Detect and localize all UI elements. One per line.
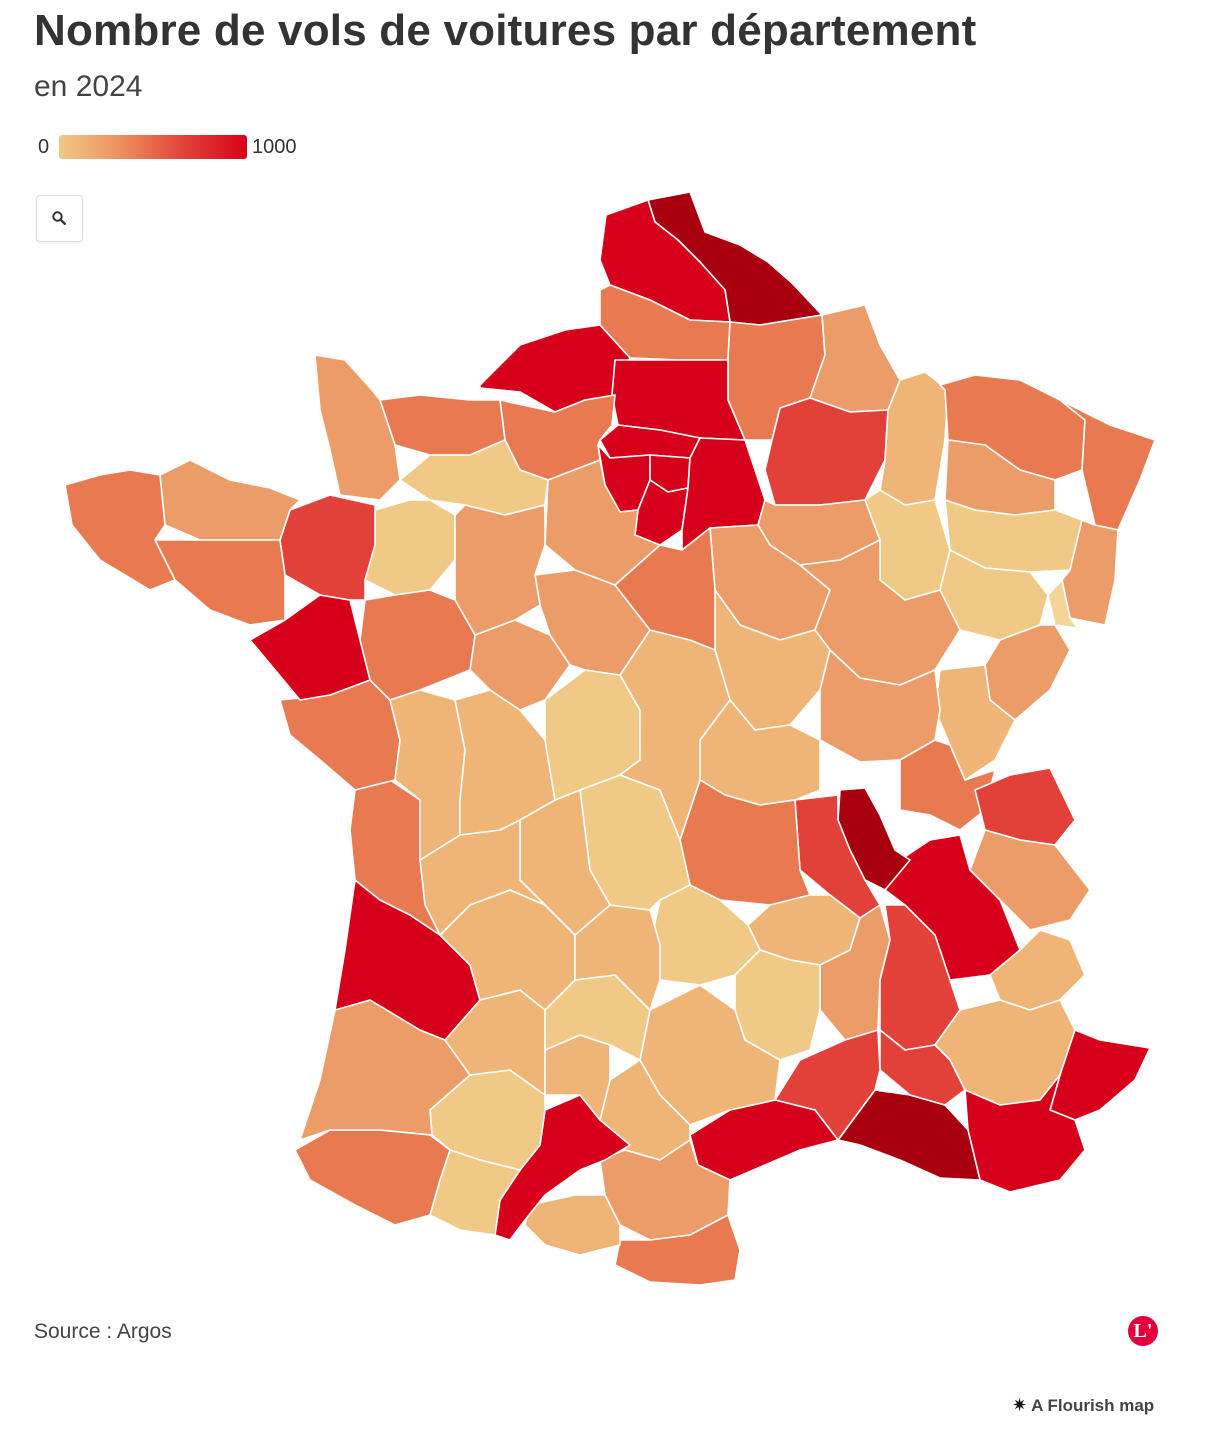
legend-gradient-bar	[59, 135, 247, 159]
department-moselle[interactable]	[939, 374, 1086, 481]
department-loire-atlantique[interactable]	[249, 594, 371, 701]
department-loire[interactable]	[794, 794, 881, 919]
department-manche[interactable]	[314, 354, 401, 501]
department-pas-de-calais[interactable]	[599, 199, 731, 323]
department-loiret[interactable]	[614, 527, 716, 651]
department-ariege[interactable]	[524, 1194, 621, 1256]
flourish-credit-label: A Flourish map	[1031, 1396, 1155, 1415]
department-indre-et-loire[interactable]	[469, 619, 571, 711]
department-territoire-de-belfort[interactable]	[1047, 579, 1079, 629]
flourish-credit-link[interactable]: ✷ A Flourish map	[1012, 1395, 1154, 1416]
department-pyrenees-orientales[interactable]	[614, 1214, 741, 1286]
department-maine-et-loire[interactable]	[359, 589, 476, 701]
department-haut-rhin[interactable]	[1061, 519, 1119, 626]
department-calvados[interactable]	[379, 394, 506, 456]
source-note: Source : Argos	[34, 1320, 172, 1343]
legend-min-label: 0	[38, 136, 50, 158]
search-icon	[52, 211, 66, 225]
department-marne[interactable]	[764, 397, 889, 506]
department-finistere[interactable]	[64, 469, 176, 591]
department-sarthe[interactable]	[454, 504, 546, 636]
department-jura[interactable]	[934, 664, 1016, 781]
department-cotes-darmor[interactable]	[159, 459, 301, 541]
department-vaucluse[interactable]	[879, 1029, 966, 1106]
department-mayenne[interactable]	[364, 499, 456, 596]
legend-max-label: 1000	[252, 136, 297, 158]
department-ardennes[interactable]	[809, 304, 901, 413]
department-ille-et-vilaine[interactable]	[279, 494, 376, 601]
map-subtitle: en 2024	[34, 70, 143, 103]
map-title: Nombre de vols de voitures par départeme…	[34, 6, 977, 55]
department-saone-et-loire[interactable]	[819, 649, 941, 763]
department-orne[interactable]	[399, 439, 549, 516]
france-choropleth-map[interactable]	[0, 180, 1224, 1300]
department-eure-et-loir[interactable]	[544, 459, 661, 586]
publisher-logo: L'	[1128, 1316, 1158, 1346]
department-pyrenees-atlantiques[interactable]	[294, 1129, 451, 1226]
department-meuse[interactable]	[879, 371, 949, 506]
department-morbihan[interactable]	[154, 539, 286, 626]
flourish-star-icon: ✷	[1012, 1395, 1028, 1415]
zoom-search-button[interactable]	[36, 195, 83, 242]
